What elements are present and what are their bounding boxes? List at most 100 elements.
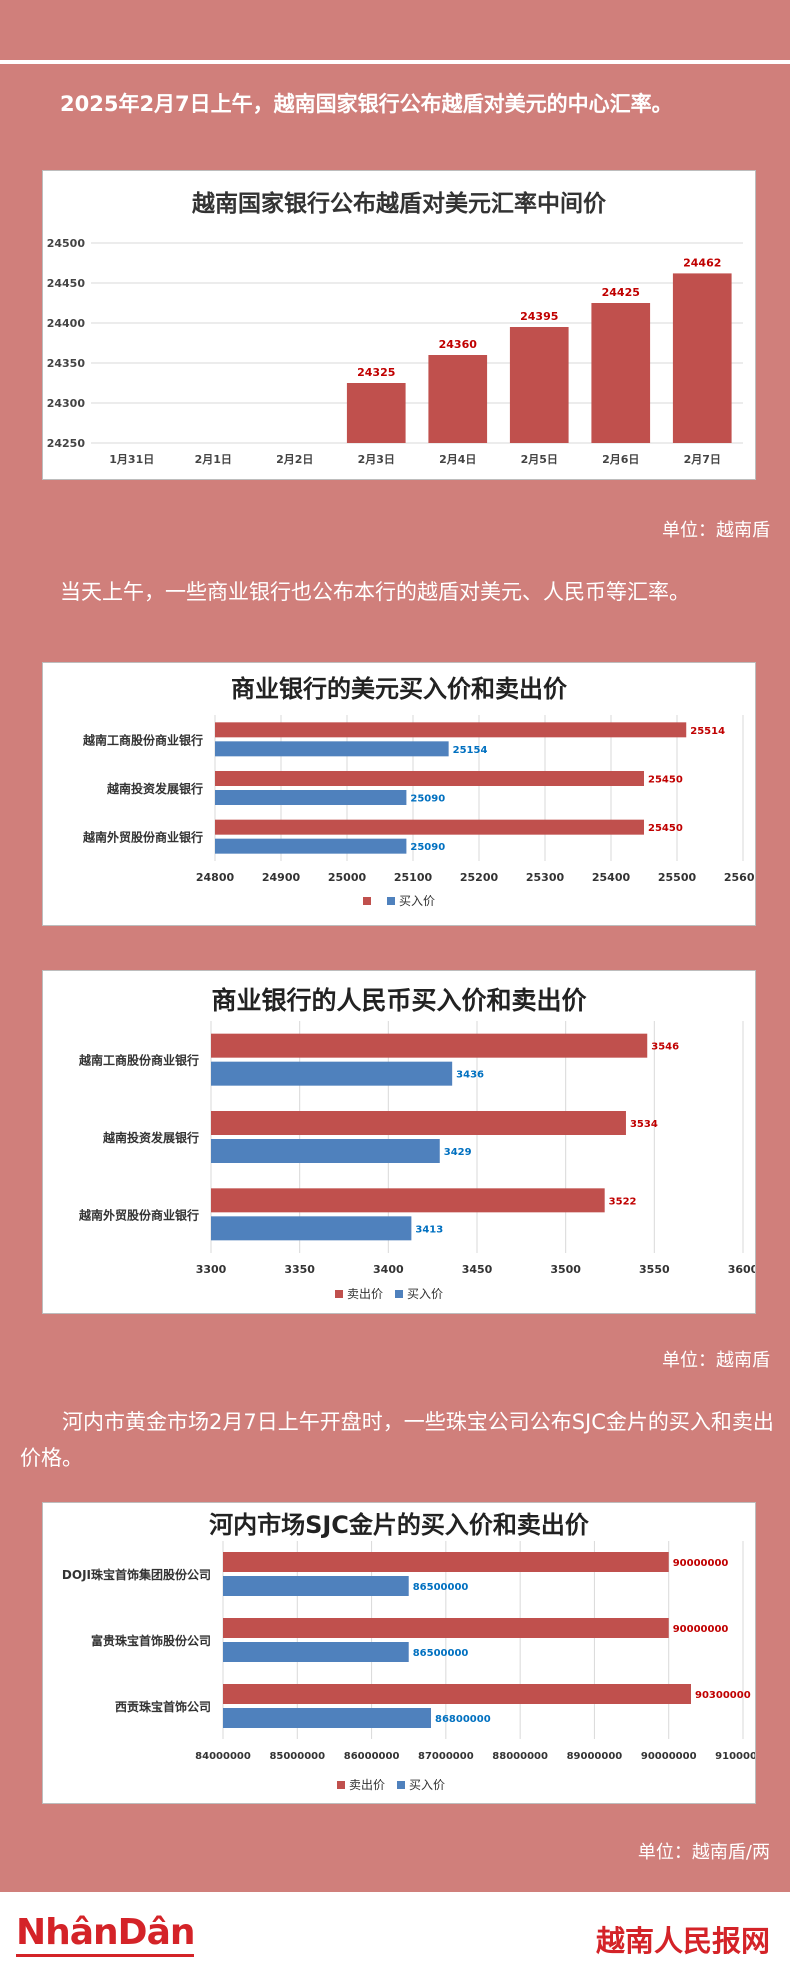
x-tick-label: 2月7日	[684, 453, 721, 466]
data-label: 3522	[609, 1196, 637, 1207]
unit-label-3: 单位：越南盾/两	[637, 1842, 770, 1863]
x-tick-label: 3550	[639, 1263, 670, 1276]
legend-swatch-buy	[397, 1781, 405, 1789]
footer: NhânDân 越南人民报网	[0, 1892, 790, 1975]
paragraph-gold: 河内市黄金市场2月7日上午开盘时，一些珠宝公司公布SJC金片的买入和卖出价格。	[20, 1410, 774, 1470]
x-tick-label: 3300	[196, 1263, 227, 1276]
x-tick-label: 24900	[262, 871, 301, 884]
chart-title: 商业银行的人民币买入价和卖出价	[211, 986, 587, 1015]
data-label: 86500000	[413, 1582, 469, 1593]
y-tick-label: 24450	[47, 277, 86, 290]
gold-price-chart: 河内市场SJC金片的买入价和卖出价 84000000 85000000 8600000…	[62, 1511, 755, 1792]
buy-bar	[211, 1216, 412, 1241]
data-label: 24325	[357, 366, 395, 379]
x-tick-label: 91000000	[715, 1751, 755, 1762]
category-label: 越南工商股份商业银行	[82, 732, 203, 747]
data-label: 3436	[456, 1070, 484, 1081]
buy-bar	[215, 790, 407, 805]
chart-card-gold: 河内市场SJC金片的买入价和卖出价 84000000 85000000 8600000…	[42, 1502, 756, 1804]
data-label: 25090	[410, 842, 445, 853]
unit-label-1: 单位：越南盾	[662, 520, 770, 541]
data-label: 3413	[415, 1224, 443, 1235]
buy-bar	[223, 1642, 409, 1662]
category-label: 西贡珠宝首饰公司	[115, 1699, 211, 1714]
x-tick-label: 89000000	[567, 1751, 623, 1762]
x-tick-label: 25000	[328, 871, 367, 884]
category-label: DOJI珠宝首饰集团股份公司	[62, 1567, 211, 1582]
usd-rate-chart: 商业银行的美元买入价和卖出价 24800 24900 25000 25100 25200 2…	[82, 675, 755, 908]
sell-bar	[223, 1552, 669, 1572]
y-tick-label: 24500	[47, 237, 86, 250]
unit-label-2: 单位：越南盾	[662, 1350, 770, 1371]
x-tick-label: 3600	[728, 1263, 755, 1276]
x-tick-label: 2月2日	[276, 453, 313, 466]
category-label: 越南外贸股份商业银行	[78, 1207, 199, 1222]
x-tick-label: 87000000	[418, 1751, 474, 1762]
data-label: 25514	[690, 726, 725, 737]
category-label: 越南外贸股份商业银行	[82, 830, 203, 845]
y-tick-label: 24400	[47, 317, 86, 330]
x-tick-label: 25300	[526, 871, 565, 884]
category-label: 越南工商股份商业银行	[78, 1053, 199, 1068]
chart-title: 越南国家银行公布越盾对美元汇率中间价	[192, 190, 607, 217]
legend-swatch-buy	[395, 1290, 403, 1298]
cny-rate-chart: 商业银行的人民币买入价和卖出价 3300 3350 3400 3450 3500 3550 3…	[78, 986, 755, 1301]
data-label: 90000000	[673, 1558, 729, 1569]
x-tick-label: 25500	[658, 871, 697, 884]
data-label: 25154	[453, 745, 488, 756]
data-label: 24395	[520, 310, 558, 323]
data-label: 25450	[648, 775, 683, 786]
bar	[591, 303, 651, 443]
y-tick-label: 24300	[47, 397, 86, 410]
bar	[428, 355, 488, 443]
site-name-logo[interactable]: 越南人民报网	[595, 1924, 770, 1958]
data-label: 90300000	[695, 1690, 751, 1701]
x-tick-label: 25200	[460, 871, 499, 884]
buy-bar	[215, 838, 407, 854]
legend-label: 买入价	[407, 1287, 443, 1301]
chart-card-central-rate: 越南国家银行公布越盾对美元汇率中间价 24250 24300 24350 24400 24…	[42, 170, 756, 480]
data-label: 25090	[410, 794, 445, 805]
legend-swatch-buy	[387, 897, 395, 905]
x-tick-label: 84000000	[195, 1751, 251, 1762]
sell-bar	[215, 722, 687, 738]
nhandan-logo-text: NhânDân	[16, 1912, 195, 1953]
sell-bar	[211, 1033, 648, 1058]
sell-bar	[223, 1618, 669, 1638]
nhandan-logo[interactable]: NhânDân	[16, 1912, 195, 1957]
legend-label: 买入价	[409, 1778, 445, 1792]
bar	[672, 273, 732, 443]
data-label: 24425	[602, 286, 640, 299]
top-divider-line	[0, 60, 790, 64]
data-label: 25450	[648, 823, 683, 834]
x-tick-label: 90000000	[641, 1751, 697, 1762]
x-tick-label: 25600	[724, 871, 755, 884]
x-tick-label: 3400	[373, 1263, 404, 1276]
buy-bar	[223, 1576, 409, 1596]
bar	[346, 383, 406, 443]
x-tick-label: 86000000	[344, 1751, 400, 1762]
category-label: 富贵珠宝首饰股份公司	[91, 1633, 211, 1648]
x-tick-label: 2月4日	[439, 453, 476, 466]
y-tick-label: 24350	[47, 357, 86, 370]
x-tick-label: 2月6日	[602, 453, 639, 466]
x-tick-label: 3450	[462, 1263, 493, 1276]
legend-label: 卖出价	[347, 1287, 383, 1301]
x-tick-label: 1月31日	[109, 453, 154, 466]
central-rate-chart: 越南国家银行公布越盾对美元汇率中间价 24250 24300 24350 24400 24…	[47, 190, 743, 466]
x-tick-label: 2月3日	[358, 453, 395, 466]
sell-bar	[223, 1684, 691, 1704]
data-label: 86500000	[413, 1648, 469, 1659]
sell-bar	[211, 1188, 605, 1213]
legend-label: 卖出价	[349, 1778, 385, 1792]
x-tick-label: 85000000	[269, 1751, 325, 1762]
logo-underline	[16, 1954, 195, 1957]
chart-card-usd: 商业银行的美元买入价和卖出价 24800 24900 25000 25100 25200 2…	[42, 662, 756, 926]
legend-swatch-sell	[337, 1781, 345, 1789]
paragraph-commercial-banks: 当天上午，一些商业银行也公布本行的越盾对美元、人民币等汇率。	[60, 580, 690, 604]
chart-title: 商业银行的美元买入价和卖出价	[231, 675, 568, 703]
data-label: 3429	[444, 1147, 472, 1158]
x-tick-label: 3500	[550, 1263, 581, 1276]
data-label: 3546	[651, 1042, 679, 1053]
buy-bar	[215, 741, 449, 757]
